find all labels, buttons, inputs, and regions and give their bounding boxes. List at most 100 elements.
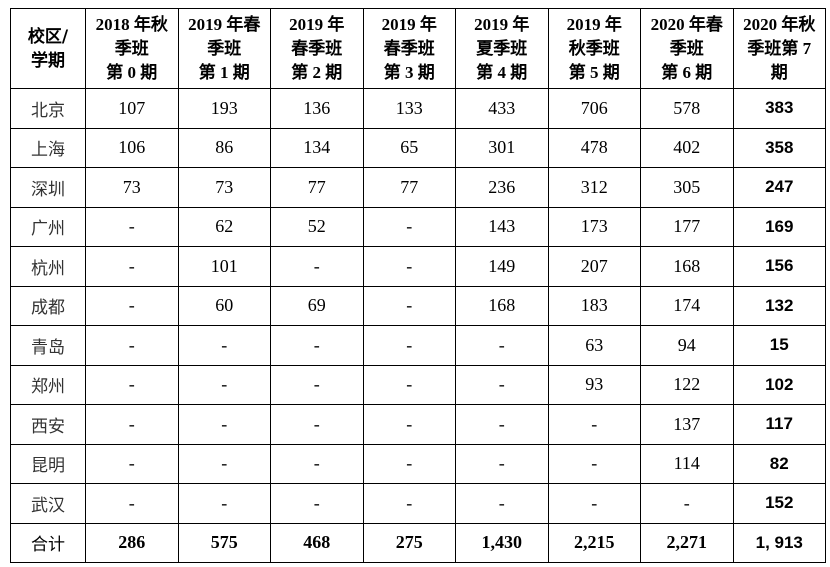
- cell-value: -: [270, 246, 364, 287]
- table-row: 北京 107 193 136 133 433 706 578 383: [10, 88, 826, 129]
- cell-value: 106: [85, 127, 179, 168]
- cell-value: -: [362, 246, 456, 287]
- cell-value: 77: [270, 167, 364, 208]
- header-term-3: 2019 年 春季班 第 3 期: [362, 8, 456, 89]
- cell-value: 93: [547, 364, 641, 405]
- cell-value: 247: [732, 167, 826, 208]
- cell-value: -: [270, 364, 364, 405]
- cell-value: 183: [547, 285, 641, 326]
- cell-value: 136: [270, 88, 364, 129]
- cell-value: -: [455, 443, 549, 484]
- table-row: 上海 106 86 134 65 301 478 402 358: [10, 127, 826, 168]
- table-row: 深圳 73 73 77 77 236 312 305 247: [10, 167, 826, 208]
- cell-value: -: [270, 404, 364, 445]
- table-row: 成都 -60 69-168 183 174 132: [10, 285, 826, 326]
- cell-value: 468: [270, 522, 364, 563]
- cell-value: 62: [177, 206, 271, 247]
- table-row: 昆明 - - - - - -114 82: [10, 443, 826, 484]
- cell-value: 114: [640, 443, 734, 484]
- cell-value: 383: [732, 88, 826, 129]
- cell-value: 301: [455, 127, 549, 168]
- campus-name: 深圳: [10, 167, 86, 208]
- enrollment-table: 校区/ 学期 2018 年秋 季班 第 0 期 2019 年春 季班 第 1 期 20…: [10, 8, 826, 563]
- cell-value: 149: [455, 246, 549, 287]
- cell-value: 63: [547, 325, 641, 366]
- header-term-7: 2020 年秋 季班第 7 期: [732, 8, 826, 89]
- cell-value: 312: [547, 167, 641, 208]
- cell-value: 168: [640, 246, 734, 287]
- cell-value: 65: [362, 127, 456, 168]
- campus-name: 成都: [10, 285, 86, 326]
- cell-value: 174: [640, 285, 734, 326]
- cell-value: -: [362, 443, 456, 484]
- cell-value: 73: [85, 167, 179, 208]
- campus-name: 北京: [10, 88, 86, 129]
- cell-value: -: [362, 285, 456, 326]
- cell-value: -: [270, 443, 364, 484]
- cell-value: -: [177, 443, 271, 484]
- campus-name: 武汉: [10, 483, 86, 524]
- table-row: 广州 -62 52-143 173 177 169: [10, 206, 826, 247]
- cell-value: 207: [547, 246, 641, 287]
- cell-value: 575: [177, 522, 271, 563]
- cell-value: 173: [547, 206, 641, 247]
- cell-value: -: [455, 325, 549, 366]
- cell-value: -: [85, 364, 179, 405]
- cell-value: -: [177, 364, 271, 405]
- header-campus-term: 校区/ 学期: [10, 8, 86, 89]
- cell-value: 433: [455, 88, 549, 129]
- cell-value: 706: [547, 88, 641, 129]
- cell-value: -: [85, 483, 179, 524]
- campus-name: 昆明: [10, 443, 86, 484]
- cell-value: 1, 913: [732, 522, 826, 563]
- header-term-1: 2019 年春 季班 第 1 期: [177, 8, 271, 89]
- cell-value: 60: [177, 285, 271, 326]
- cell-value: -: [640, 483, 734, 524]
- cell-value: 2,271: [640, 522, 734, 563]
- cell-value: -: [177, 483, 271, 524]
- cell-value: 236: [455, 167, 549, 208]
- header-row: 校区/ 学期 2018 年秋 季班 第 0 期 2019 年春 季班 第 1 期 20…: [10, 8, 826, 89]
- cell-value: 134: [270, 127, 364, 168]
- cell-value: 193: [177, 88, 271, 129]
- header-term-6: 2020 年春 季班 第 6 期: [640, 8, 734, 89]
- cell-value: 168: [455, 285, 549, 326]
- cell-value: 133: [362, 88, 456, 129]
- cell-value: 286: [85, 522, 179, 563]
- cell-value: 305: [640, 167, 734, 208]
- cell-value: 122: [640, 364, 734, 405]
- total-row: 合计 286 575 468 275 1,430 2,215 2,271 1, 913: [10, 522, 826, 563]
- cell-value: 2,215: [547, 522, 641, 563]
- cell-value: -: [362, 483, 456, 524]
- cell-value: 169: [732, 206, 826, 247]
- cell-value: -: [455, 483, 549, 524]
- cell-value: 275: [362, 522, 456, 563]
- cell-value: -: [85, 246, 179, 287]
- cell-value: 15: [732, 325, 826, 366]
- header-term-4: 2019 年 夏季班 第 4 期: [455, 8, 549, 89]
- cell-value: -: [85, 206, 179, 247]
- cell-value: 52: [270, 206, 364, 247]
- campus-name: 杭州: [10, 246, 86, 287]
- cell-value: 107: [85, 88, 179, 129]
- campus-name: 青岛: [10, 325, 86, 366]
- cell-value: 73: [177, 167, 271, 208]
- cell-value: -: [177, 325, 271, 366]
- cell-value: 101: [177, 246, 271, 287]
- table-row: 杭州 -101- -149 207 168 156: [10, 246, 826, 287]
- cell-value: -: [455, 404, 549, 445]
- cell-value: -: [85, 404, 179, 445]
- cell-value: 132: [732, 285, 826, 326]
- header-term-5: 2019 年 秋季班 第 5 期: [547, 8, 641, 89]
- cell-value: 143: [455, 206, 549, 247]
- cell-value: 358: [732, 127, 826, 168]
- campus-name: 西安: [10, 404, 86, 445]
- campus-name: 合计: [10, 522, 86, 563]
- cell-value: 156: [732, 246, 826, 287]
- table-row: 武汉 - - - - - - -152: [10, 483, 826, 524]
- cell-value: 578: [640, 88, 734, 129]
- cell-value: 86: [177, 127, 271, 168]
- cell-value: 102: [732, 364, 826, 405]
- campus-name: 广州: [10, 206, 86, 247]
- table-row: 青岛 - - - - -63 94 15: [10, 325, 826, 366]
